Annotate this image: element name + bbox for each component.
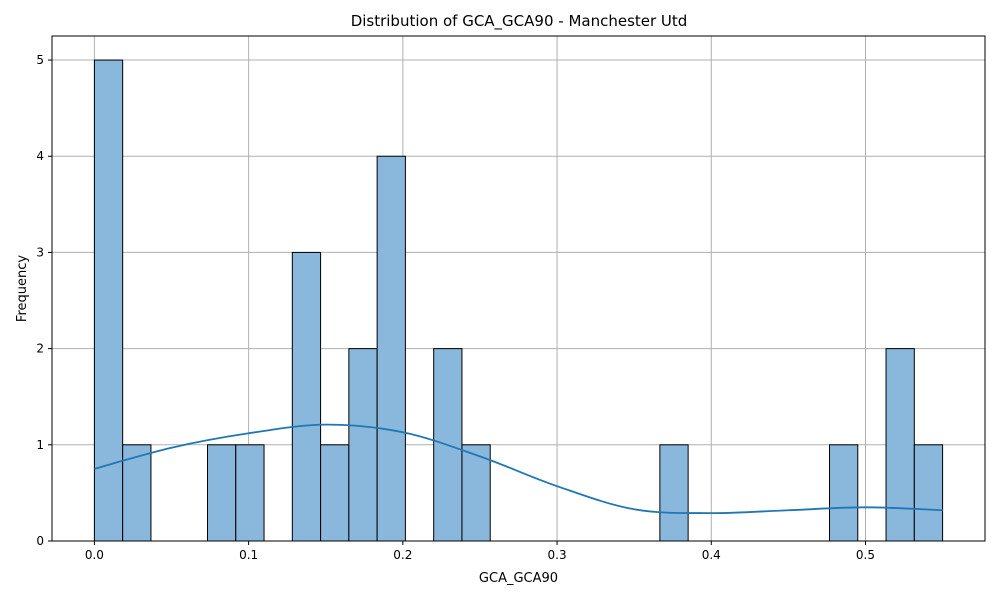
histogram-bar (885, 348, 915, 542)
histogram-bar (235, 444, 265, 542)
y-tick-label: 4 (36, 149, 44, 163)
x-tick-label: 0.2 (393, 548, 412, 562)
histogram-bar (348, 348, 378, 542)
histogram-bar (376, 155, 406, 542)
histogram-bar (291, 251, 322, 542)
x-tick-label: 0.1 (239, 548, 258, 562)
y-tick-label: 0 (36, 534, 44, 548)
y-tick-label: 5 (36, 53, 44, 67)
x-tick-label: 0.3 (548, 548, 567, 562)
plot-frame (51, 35, 986, 542)
x-axis-label: GCA_GCA90 (479, 571, 558, 586)
y-axis-label: Frequency (15, 255, 30, 322)
x-tick-label: 0.0 (85, 548, 104, 562)
chart-title: Distribution of GCA_GCA90 - Manchester U… (351, 12, 688, 31)
kde-curve (94, 423, 943, 515)
histogram-bar (93, 59, 124, 542)
ticks: 0.0 0.1 0.2 0.3 0.4 0.5 0 1 2 3 4 5 (36, 53, 875, 562)
x-tick-label: 0.4 (702, 548, 721, 562)
histogram-bar (913, 444, 944, 542)
histogram-bar (829, 444, 859, 542)
x-tick-label: 0.5 (856, 548, 875, 562)
y-tick-label: 2 (36, 342, 44, 356)
y-tick-label: 3 (36, 245, 44, 259)
histogram-bar (122, 444, 152, 542)
bars (93, 59, 944, 542)
histogram-bar (320, 444, 350, 542)
y-tick-label: 1 (36, 438, 44, 452)
histogram-bar (659, 444, 689, 542)
histogram-bar (206, 444, 237, 542)
